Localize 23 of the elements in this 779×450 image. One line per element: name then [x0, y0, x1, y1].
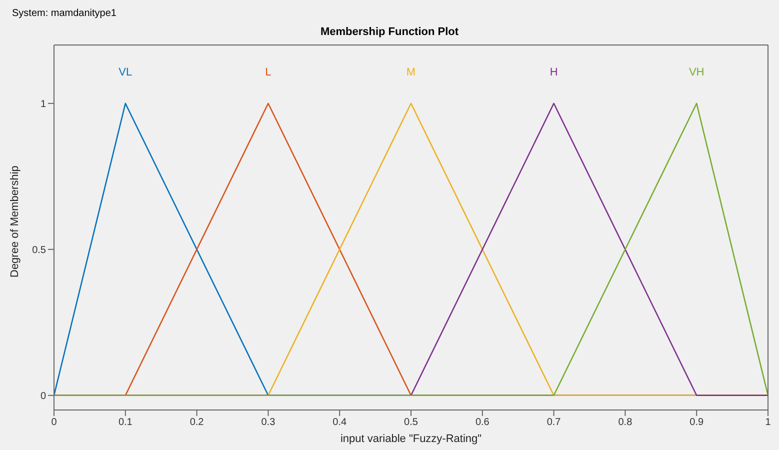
- x-tick-label: 0.2: [190, 417, 204, 428]
- text: L: [265, 66, 272, 78]
- x-axis-title: input variable "Fuzzy-Rating": [340, 433, 482, 445]
- x-tick-label: 1: [765, 417, 772, 428]
- chart-subtitle: System: mamdanitype1: [12, 8, 116, 19]
- chart-title: Membership Function Plot: [319, 26, 460, 38]
- x-tick-label: 0.1: [118, 417, 133, 428]
- y-tick-label: 0.5: [32, 244, 46, 256]
- text: VL: [118, 66, 132, 78]
- text: M: [406, 66, 416, 78]
- x-tick-label: 0.3: [261, 417, 276, 428]
- x-tick-label: 0: [51, 417, 58, 428]
- x-tick-label: 0.5: [404, 417, 418, 428]
- x-tick-label: 0.9: [690, 417, 704, 428]
- x-tick-label: 0.8: [618, 417, 633, 428]
- y-axis-title: Degree of Membership: [8, 166, 21, 278]
- x-tick-label: 0.4: [332, 417, 347, 428]
- y-tick-label: 0: [40, 390, 46, 402]
- text: H: [550, 66, 558, 78]
- y-tick-label: 1: [40, 98, 46, 110]
- x-tick-label: 0.6: [475, 417, 490, 428]
- x-tick-label: 0.7: [546, 417, 562, 428]
- text: VH: [688, 66, 704, 78]
